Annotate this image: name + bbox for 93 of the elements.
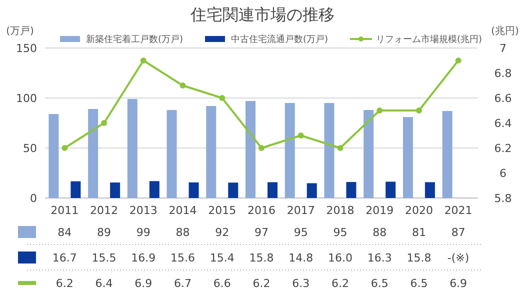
point (219, 95, 226, 101)
y-tick-label: 150 (16, 42, 37, 55)
y2-tick-label: 6.2 (494, 142, 512, 155)
bar (364, 110, 374, 198)
point (62, 145, 68, 151)
x-tick-label: 2011 (50, 204, 79, 217)
bar (166, 110, 177, 198)
y-tick-label: 0 (30, 192, 37, 205)
x-tick-label: 2016 (248, 204, 276, 217)
bar (424, 182, 435, 198)
data-label: 6.2 (331, 276, 349, 290)
bar (110, 182, 120, 198)
data-label: 6.3 (292, 276, 310, 290)
bar (206, 106, 216, 198)
data-label: 15.8 (249, 251, 274, 264)
data-label: 95 (294, 226, 308, 239)
y-tick-label: 100 (16, 92, 37, 105)
x-tick-label: 2019 (366, 204, 394, 217)
y2-tick-label: 6 (500, 166, 506, 180)
data-label: 6.2 (252, 276, 270, 290)
x-tick-label: 2017 (286, 204, 315, 217)
x-tick-label: 2018 (326, 204, 354, 217)
x-tick-label: 2021 (444, 204, 472, 217)
point (140, 58, 146, 64)
point (376, 108, 383, 114)
data-label: 6.6 (213, 276, 231, 290)
x-tick-label: 2013 (129, 204, 158, 217)
data-label: 6.5 (410, 276, 428, 290)
y2-axis-title: (兆円) (491, 25, 519, 37)
point (455, 58, 462, 64)
data-label: 6.7 (174, 276, 192, 290)
point (416, 108, 422, 114)
bar (268, 182, 278, 198)
bar (306, 183, 317, 198)
legend-label: リフォーム市場規模(兆円) (376, 34, 482, 46)
data-label: 16.0 (328, 251, 352, 264)
bar (442, 111, 452, 198)
x-tick-label: 2014 (168, 204, 197, 217)
data-label: 97 (254, 226, 268, 239)
point (180, 82, 186, 88)
data-label: 99 (136, 226, 150, 239)
legend-label: 新築住宅着工戸数(万戸) (86, 34, 184, 46)
chart-title: 住宅関連市場の推移 (190, 5, 334, 24)
x-tick-label: 2015 (208, 204, 236, 217)
point (258, 145, 264, 151)
data-label: 6.5 (370, 276, 388, 290)
bar (188, 182, 199, 198)
bar (88, 109, 98, 198)
data-label: 14.8 (288, 251, 314, 264)
bar (246, 101, 256, 198)
data-label: 15.4 (210, 251, 234, 264)
data-label: 15.6 (170, 251, 196, 264)
data-label: 16.9 (131, 251, 156, 264)
data-label: 88 (372, 226, 387, 239)
data-label: 6.2 (56, 276, 74, 290)
data-label: 6.9 (450, 276, 468, 290)
data-label: 88 (176, 226, 190, 239)
bar (48, 114, 59, 198)
point (337, 145, 344, 151)
x-tick-label: 2012 (90, 204, 118, 217)
data-label: 92 (215, 226, 230, 239)
y2-tick-label: 7 (500, 42, 506, 55)
data-label: 16.7 (52, 251, 77, 264)
bar (284, 103, 295, 198)
y2-tick-label: 6.6 (494, 92, 512, 105)
bar (324, 103, 334, 198)
bar (346, 182, 356, 198)
data-label: 89 (97, 226, 112, 239)
data-label: 16.3 (367, 251, 392, 264)
y2-tick-label: 6.8 (494, 66, 512, 80)
bar (228, 182, 238, 198)
data-label: 15.5 (92, 251, 116, 264)
bar (127, 99, 138, 198)
bar (402, 117, 413, 198)
data-label: 95 (333, 226, 348, 239)
data-label: 87 (451, 226, 466, 239)
bar (386, 182, 396, 198)
y2-tick-label: 6.4 (494, 116, 512, 130)
legend-label: 中古住宅流通戸数(万戸) (231, 34, 328, 46)
data-label: 81 (412, 226, 426, 239)
x-tick-label: 2020 (404, 204, 433, 217)
data-label: 15.8 (406, 251, 432, 264)
bar (70, 181, 81, 198)
data-label: 6.9 (134, 276, 152, 290)
text: -(※) (447, 251, 470, 264)
data-label: 84 (58, 226, 72, 239)
data-label: 6.4 (95, 276, 113, 290)
point (101, 120, 108, 126)
bar (149, 181, 160, 198)
y-tick-label: 50 (23, 142, 37, 155)
y-axis-title: (万戸) (6, 26, 34, 37)
y2-tick-label: 5.8 (494, 192, 512, 205)
point (298, 132, 304, 138)
